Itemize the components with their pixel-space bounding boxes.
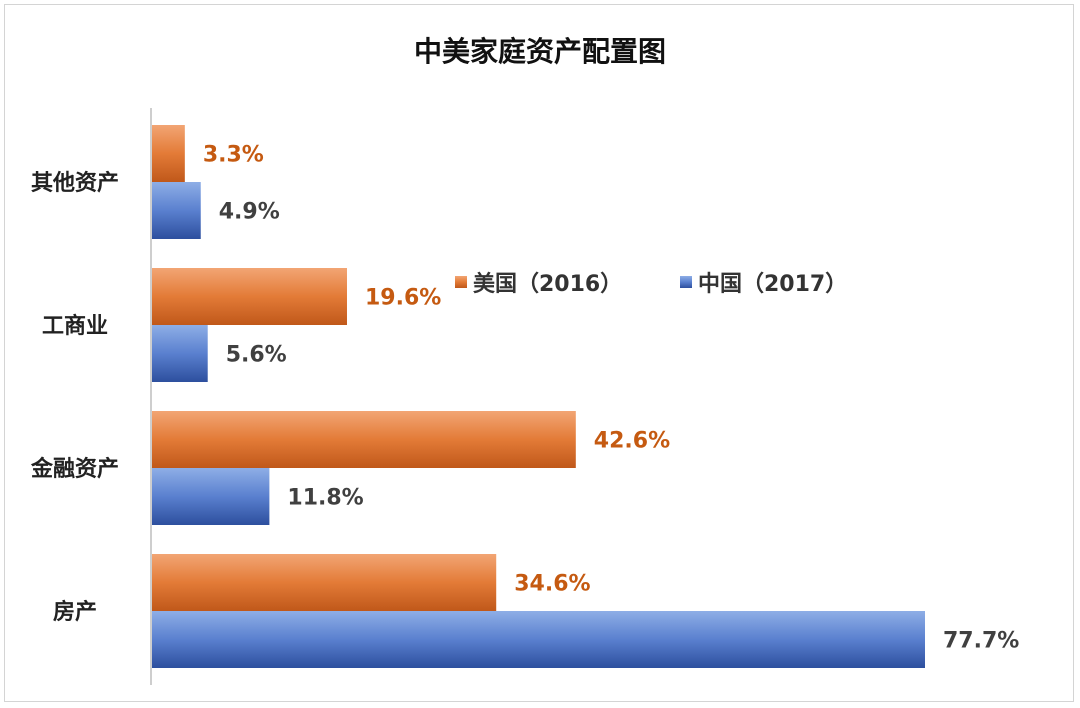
bar-cn	[152, 611, 925, 668]
bar-us	[152, 268, 347, 325]
legend-label: 美国（2016）	[473, 271, 622, 297]
data-label: 77.7%	[943, 629, 1019, 654]
legend-label: 中国（2017）	[698, 272, 847, 297]
data-label: 5.6%	[226, 343, 287, 368]
bar-cn	[152, 182, 201, 239]
data-label: 42.6%	[594, 429, 670, 454]
data-label: 19.6%	[365, 286, 441, 311]
category-label: 房产	[53, 599, 97, 625]
chart-title: 中美家庭资产配置图	[413, 35, 666, 68]
legend-swatch-us	[455, 276, 467, 288]
labels-layer: 其他资产 3.3% 4.9% 工商业 19.6% 5.6% 金融资产 42.6% 11.8% 房产…	[30, 143, 1019, 654]
data-label: 11.8%	[287, 486, 363, 511]
bars-layer	[152, 125, 925, 668]
bar-us	[152, 411, 576, 468]
data-label: 3.3%	[203, 143, 264, 168]
category-label: 工商业	[42, 313, 108, 339]
bar-cn	[152, 468, 270, 525]
bar-us	[152, 554, 497, 611]
data-label: 34.6%	[514, 572, 590, 597]
bar-us	[152, 125, 185, 182]
data-label: 4.9%	[219, 200, 280, 225]
legend-swatch-cn	[680, 276, 692, 288]
category-label: 其他资产	[31, 171, 119, 196]
category-label: 金融资产	[30, 456, 119, 482]
bar-cn	[152, 325, 208, 382]
legend: 美国（2016） 中国（2017）	[455, 271, 847, 297]
